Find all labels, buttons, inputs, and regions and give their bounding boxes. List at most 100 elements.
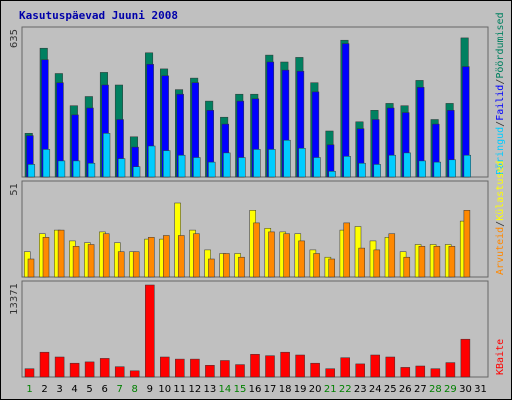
bar-paringud [117, 158, 126, 178]
bar-kbaite [415, 365, 426, 378]
bar-arvuteid [102, 233, 110, 278]
bar-arvuteid [328, 258, 335, 278]
day-label: 21 [324, 384, 337, 395]
day-label: 10 [158, 384, 171, 395]
bar-kbaite [175, 358, 185, 378]
bar-paringud [102, 133, 111, 178]
day-label: 3 [56, 384, 62, 395]
day-label: 6 [102, 384, 108, 395]
bar-paringud [418, 160, 426, 178]
bar-paringud [193, 157, 201, 178]
bar-kbaite [235, 364, 245, 378]
bar-kbaite [145, 284, 155, 378]
bar-kbaite [99, 358, 110, 378]
bar-arvuteid [148, 237, 155, 278]
bar-paringud [42, 149, 51, 178]
day-label: 17 [264, 384, 277, 395]
bar-paringud [343, 156, 351, 178]
day-label: 26 [399, 384, 412, 395]
bar-arvuteid [87, 244, 95, 278]
middle-legend: Arvuteid/Külastused [495, 161, 506, 275]
top-legend-item: Päringud [495, 127, 506, 175]
bar-arvuteid [463, 210, 471, 278]
day-label: 1 [26, 384, 32, 395]
bar-arvuteid [388, 233, 396, 278]
bar-arvuteid [132, 251, 140, 278]
y-max-label-bandwidth: 13371 [9, 283, 20, 315]
bar-kbaite [160, 356, 170, 378]
day-label: 8 [132, 384, 138, 395]
day-label: 4 [71, 384, 77, 395]
bar-kbaite [24, 368, 35, 378]
bar-paringud [223, 152, 231, 178]
bar-arvuteid [208, 258, 215, 278]
day-label: 14 [219, 384, 232, 395]
day-label: 18 [279, 384, 292, 395]
day-label: 13 [204, 384, 217, 395]
bar-arvuteid [193, 233, 200, 278]
bar-arvuteid [268, 231, 275, 278]
bar-arvuteid [42, 237, 50, 278]
day-label: 9 [147, 384, 153, 395]
bar-arvuteid [358, 247, 365, 278]
bar-paringud [298, 148, 306, 178]
day-label: 12 [189, 384, 202, 395]
day-label: 31 [474, 384, 487, 395]
middle-legend-item: Külastused [495, 161, 506, 221]
bar-arvuteid [343, 222, 350, 278]
y-max-label-hits: 635 [9, 29, 20, 48]
bar-paringud [283, 139, 291, 178]
bar-paringud [358, 162, 366, 178]
day-label: 29 [444, 384, 457, 395]
bar-kbaite [114, 366, 125, 378]
bar-paringud [373, 164, 381, 178]
bar-arvuteid [283, 233, 290, 278]
bar-kbaite [370, 354, 380, 378]
day-label: 23 [354, 384, 367, 395]
bar-kbaite [190, 358, 200, 378]
bar-kbaite [69, 362, 80, 378]
bar-paringud [57, 160, 66, 178]
bar-arvuteid [117, 251, 125, 278]
bar-paringud [208, 161, 216, 178]
bar-paringud [253, 149, 261, 178]
bar-kbaite [265, 355, 275, 378]
bar-kbaite [39, 351, 50, 378]
bar-kbaite [295, 354, 305, 378]
bar-arvuteid [253, 222, 260, 278]
bar-paringud [328, 171, 336, 178]
bar-arvuteid [238, 256, 245, 278]
top-legend-item: Pöördumised [495, 12, 506, 78]
bar-paringud [132, 166, 141, 178]
bar-paringud [87, 162, 96, 178]
day-label: 7 [117, 384, 123, 395]
bar-kbaite [430, 368, 441, 378]
bar-kbaite [310, 362, 320, 378]
bar-kbaite [460, 338, 471, 378]
day-label: 24 [369, 384, 382, 395]
top-legend-separator: / [495, 121, 506, 127]
bar-paringud [403, 152, 411, 178]
bar-paringud [178, 154, 186, 178]
bar-paringud [388, 154, 396, 178]
bar-kbaite [250, 354, 260, 378]
bottom-legend: KBaite [495, 339, 506, 375]
middle-legend-item: Arvuteid [495, 227, 506, 275]
bar-kbaite [445, 362, 456, 378]
day-label: 11 [173, 384, 186, 395]
day-label: 28 [429, 384, 442, 395]
day-label: 19 [294, 384, 307, 395]
bar-kbaite [54, 356, 65, 378]
day-label: 20 [309, 384, 322, 395]
bar-arvuteid [373, 249, 381, 278]
day-label: 5 [86, 384, 92, 395]
day-label: 27 [414, 384, 427, 395]
bar-kbaite [325, 368, 335, 378]
bar-paringud [433, 161, 441, 178]
day-label: 25 [384, 384, 397, 395]
bar-arvuteid [403, 256, 411, 278]
bar-arvuteid [298, 240, 305, 278]
day-label: 30 [459, 384, 472, 395]
bar-kbaite [355, 363, 365, 378]
